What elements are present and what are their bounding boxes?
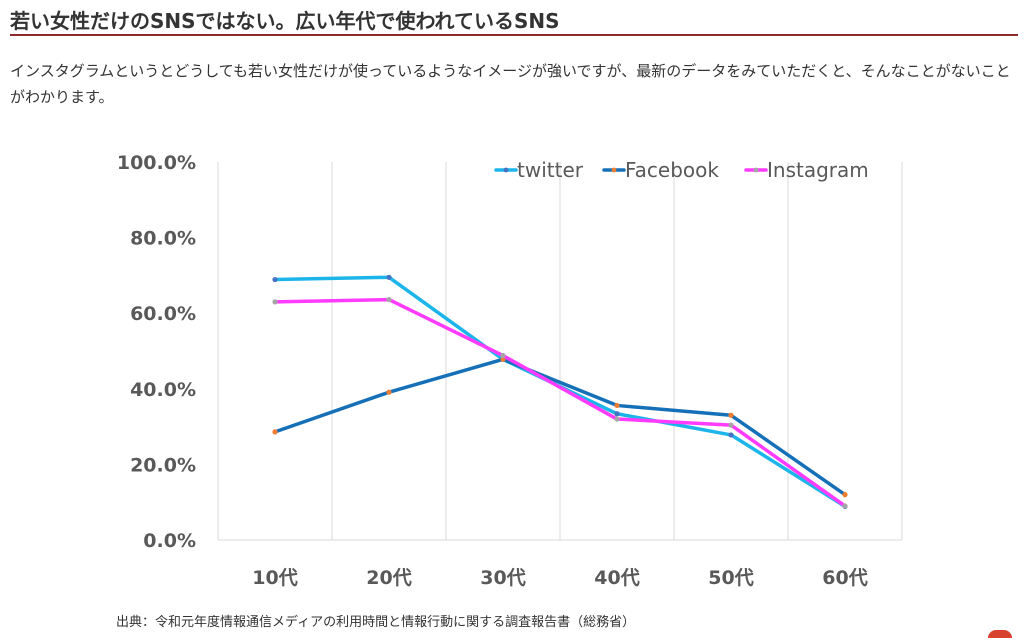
data-point-instagram <box>272 299 278 305</box>
data-point-instagram <box>842 503 848 509</box>
y-tick-label: 100.0% <box>117 152 196 174</box>
series-line-instagram <box>273 297 847 508</box>
x-tick-label: 20代 <box>366 567 411 589</box>
y-tick-label: 20.0% <box>130 454 196 476</box>
x-tick-label: 60代 <box>822 567 867 589</box>
data-point-facebook <box>386 389 392 395</box>
x-tick-label: 10代 <box>252 567 297 589</box>
data-point-instagram <box>728 422 734 428</box>
legend-marker-instagram <box>753 167 759 173</box>
data-point-facebook <box>272 429 278 435</box>
series-line-facebook <box>273 357 847 497</box>
legend-marker-twitter <box>503 167 509 173</box>
data-point-twitter <box>386 274 392 280</box>
chart-svg: 0.0% 20.0% 40.0% 60.0% 80.0% 100.0% 10代 20代 30代 4… <box>117 152 903 589</box>
data-point-facebook <box>842 492 848 498</box>
data-point-twitter <box>614 411 620 417</box>
x-tick-label: 50代 <box>708 567 753 589</box>
data-point-twitter <box>272 276 278 283</box>
legend-label: twitter <box>517 158 584 182</box>
heading-divider <box>10 34 1018 36</box>
source-note: 出典：令和元年度情報通信メディアの利用時間と情報行動に関する調査報告書（総務省） <box>116 615 636 630</box>
legend-label: Facebook <box>625 158 719 182</box>
legend-label: Instagram <box>767 158 869 182</box>
y-tick-label: 60.0% <box>130 303 196 325</box>
data-point-twitter <box>728 432 734 438</box>
data-point-facebook <box>728 412 734 418</box>
legend-marker-facebook <box>611 167 617 173</box>
y-tick-label: 40.0% <box>130 379 196 401</box>
data-point-instagram <box>614 416 620 422</box>
x-tick-label: 30代 <box>480 567 525 589</box>
article-heading: 若い女性だけのSNSではない。広い年代で使われているSNS <box>10 9 560 33</box>
line-chart: 0.0% 20.0% 40.0% 60.0% 80.0% 100.0% 10代 20代 30代 4… <box>0 120 1024 620</box>
data-point-facebook <box>614 402 620 409</box>
y-tick-label: 80.0% <box>130 228 196 250</box>
intro-paragraph: インスタグラムというとどうしても若い女性だけが使っているようなイメージが強いです… <box>10 62 1011 106</box>
data-point-instagram <box>500 352 506 359</box>
page-top-button[interactable] <box>988 630 1012 638</box>
data-point-instagram <box>386 296 392 303</box>
y-tick-label: 0.0% <box>143 530 196 552</box>
x-tick-label: 40代 <box>594 567 639 589</box>
